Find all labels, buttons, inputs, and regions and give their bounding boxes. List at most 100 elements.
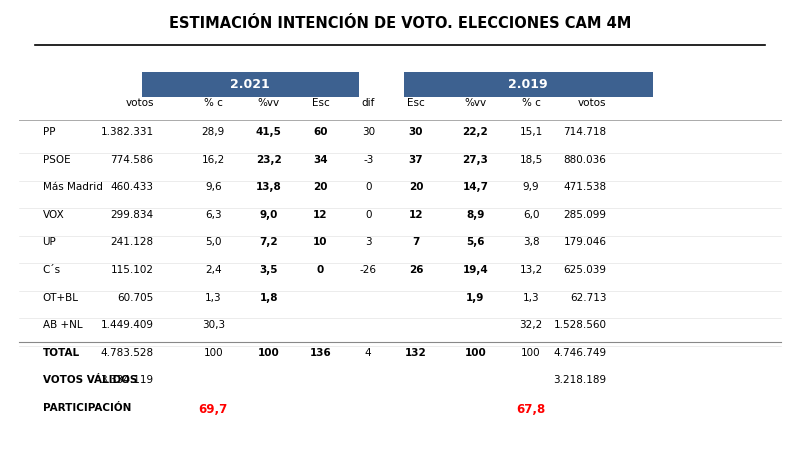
Text: 18,5: 18,5 xyxy=(519,155,542,165)
Text: 37: 37 xyxy=(409,155,423,165)
Text: 32,2: 32,2 xyxy=(519,320,542,330)
Text: Esc: Esc xyxy=(407,99,425,108)
Text: 16,2: 16,2 xyxy=(202,155,225,165)
Text: 23,2: 23,2 xyxy=(256,155,282,165)
Text: %vv: %vv xyxy=(258,99,280,108)
Text: 299.834: 299.834 xyxy=(110,210,154,220)
Text: VOTOS VÁLIDOS: VOTOS VÁLIDOS xyxy=(42,375,137,385)
Text: UP: UP xyxy=(42,238,56,248)
Text: 460.433: 460.433 xyxy=(110,182,154,192)
Text: 3.218.189: 3.218.189 xyxy=(554,375,606,385)
Text: 5,0: 5,0 xyxy=(205,238,222,248)
Text: 179.046: 179.046 xyxy=(563,238,606,248)
Text: 1,3: 1,3 xyxy=(205,292,222,302)
Text: 20: 20 xyxy=(409,182,423,192)
Text: % c: % c xyxy=(204,99,222,108)
Text: 27,3: 27,3 xyxy=(462,155,489,165)
Text: 28,9: 28,9 xyxy=(202,127,225,137)
Text: 714.718: 714.718 xyxy=(563,127,606,137)
Text: 30,3: 30,3 xyxy=(202,320,225,330)
Text: 14,7: 14,7 xyxy=(462,182,489,192)
Text: 15,1: 15,1 xyxy=(519,127,542,137)
Text: 0: 0 xyxy=(365,182,371,192)
Text: OT+BL: OT+BL xyxy=(42,292,78,302)
Text: 471.538: 471.538 xyxy=(563,182,606,192)
Text: 1,9: 1,9 xyxy=(466,292,485,302)
Text: 19,4: 19,4 xyxy=(462,265,488,275)
Text: 880.036: 880.036 xyxy=(564,155,606,165)
Text: 4.783.528: 4.783.528 xyxy=(101,348,154,358)
Text: 2,4: 2,4 xyxy=(205,265,222,275)
Text: TOTAL: TOTAL xyxy=(42,348,80,358)
Text: 132: 132 xyxy=(405,348,426,358)
Text: PARTICIPACIÓN: PARTICIPACIÓN xyxy=(42,403,131,413)
Text: 4.746.749: 4.746.749 xyxy=(554,348,606,358)
Text: 774.586: 774.586 xyxy=(110,155,154,165)
Text: 2.019: 2.019 xyxy=(509,77,548,90)
Text: dif: dif xyxy=(362,99,375,108)
Text: 285.099: 285.099 xyxy=(563,210,606,220)
Text: 3.334.119: 3.334.119 xyxy=(101,375,154,385)
Text: 60: 60 xyxy=(314,127,328,137)
Text: 100: 100 xyxy=(522,348,541,358)
Text: 6,0: 6,0 xyxy=(523,210,539,220)
Text: 34: 34 xyxy=(314,155,328,165)
Text: 10: 10 xyxy=(314,238,328,248)
Text: 3,8: 3,8 xyxy=(522,238,539,248)
Text: 3: 3 xyxy=(365,238,371,248)
Text: 100: 100 xyxy=(258,348,280,358)
Text: 1.382.331: 1.382.331 xyxy=(101,127,154,137)
Text: %vv: %vv xyxy=(465,99,486,108)
Text: 9,6: 9,6 xyxy=(205,182,222,192)
Text: 5,6: 5,6 xyxy=(466,238,485,248)
Text: Más Madrid: Más Madrid xyxy=(42,182,102,192)
Text: 22,2: 22,2 xyxy=(462,127,488,137)
Text: 67,8: 67,8 xyxy=(517,403,546,416)
Text: 0: 0 xyxy=(317,265,324,275)
Text: votos: votos xyxy=(126,99,154,108)
Text: 12: 12 xyxy=(314,210,328,220)
Text: 9,0: 9,0 xyxy=(260,210,278,220)
Text: 7: 7 xyxy=(412,238,419,248)
Text: % c: % c xyxy=(522,99,541,108)
Text: 26: 26 xyxy=(409,265,423,275)
Text: 2.021: 2.021 xyxy=(230,77,270,90)
Text: 1,8: 1,8 xyxy=(260,292,278,302)
Text: 41,5: 41,5 xyxy=(256,127,282,137)
Text: 3,5: 3,5 xyxy=(260,265,278,275)
Text: 30: 30 xyxy=(362,127,374,137)
Text: VOX: VOX xyxy=(42,210,64,220)
Text: 100: 100 xyxy=(465,348,486,358)
Text: 115.102: 115.102 xyxy=(110,265,154,275)
Text: 4: 4 xyxy=(365,348,371,358)
Text: ESTIMACIÓN INTENCIÓN DE VOTO. ELECCIONES CAM 4M: ESTIMACIÓN INTENCIÓN DE VOTO. ELECCIONES… xyxy=(169,16,631,31)
Text: 13,8: 13,8 xyxy=(256,182,282,192)
Text: PP: PP xyxy=(42,127,55,137)
Text: Esc: Esc xyxy=(312,99,330,108)
Text: 13,2: 13,2 xyxy=(519,265,542,275)
Text: -3: -3 xyxy=(363,155,374,165)
Text: AB +NL: AB +NL xyxy=(42,320,82,330)
Text: PSOE: PSOE xyxy=(42,155,70,165)
Text: 1.449.409: 1.449.409 xyxy=(101,320,154,330)
Text: C´s: C´s xyxy=(42,265,61,275)
Text: 1.528.560: 1.528.560 xyxy=(554,320,606,330)
Text: 8,9: 8,9 xyxy=(466,210,485,220)
Text: 9,9: 9,9 xyxy=(522,182,539,192)
Text: 69,7: 69,7 xyxy=(198,403,228,416)
Text: 30: 30 xyxy=(409,127,423,137)
Text: 241.128: 241.128 xyxy=(110,238,154,248)
Text: 12: 12 xyxy=(409,210,423,220)
Text: 62.713: 62.713 xyxy=(570,292,606,302)
FancyBboxPatch shape xyxy=(404,72,653,97)
Text: 7,2: 7,2 xyxy=(260,238,278,248)
Text: 625.039: 625.039 xyxy=(563,265,606,275)
FancyBboxPatch shape xyxy=(142,72,358,97)
Text: 136: 136 xyxy=(310,348,331,358)
Text: -26: -26 xyxy=(360,265,377,275)
Text: 20: 20 xyxy=(314,182,328,192)
Text: 0: 0 xyxy=(365,210,371,220)
Text: 60.705: 60.705 xyxy=(118,292,154,302)
Text: 100: 100 xyxy=(203,348,223,358)
Text: 6,3: 6,3 xyxy=(205,210,222,220)
